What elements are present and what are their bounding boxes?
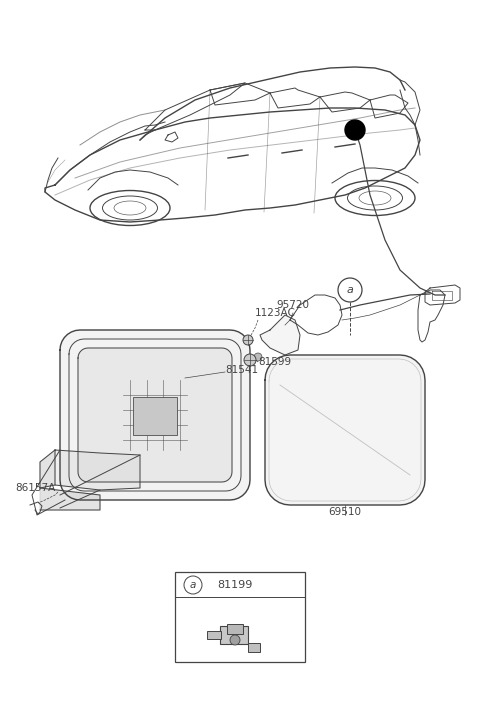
Text: 69510: 69510 <box>328 507 361 517</box>
Text: 81541: 81541 <box>225 365 258 375</box>
Polygon shape <box>60 330 250 500</box>
Text: 1123AC: 1123AC <box>255 308 296 318</box>
Polygon shape <box>40 450 55 488</box>
Text: a: a <box>347 285 353 295</box>
Polygon shape <box>78 348 232 482</box>
Bar <box>248 643 260 652</box>
Circle shape <box>345 120 365 140</box>
Polygon shape <box>265 355 425 505</box>
Text: 81199: 81199 <box>217 580 252 590</box>
Circle shape <box>254 353 262 361</box>
Text: 81599: 81599 <box>258 357 291 367</box>
Text: 95720: 95720 <box>276 300 310 310</box>
Polygon shape <box>55 450 140 490</box>
Text: a: a <box>190 580 196 590</box>
Polygon shape <box>40 488 100 510</box>
Circle shape <box>244 354 256 366</box>
Bar <box>220 626 248 644</box>
Bar <box>207 631 221 639</box>
Text: 86157A: 86157A <box>15 483 55 493</box>
Bar <box>227 624 243 634</box>
Circle shape <box>230 635 240 645</box>
Bar <box>175 572 305 662</box>
Circle shape <box>243 335 253 345</box>
Bar <box>133 397 177 435</box>
Polygon shape <box>260 315 300 355</box>
